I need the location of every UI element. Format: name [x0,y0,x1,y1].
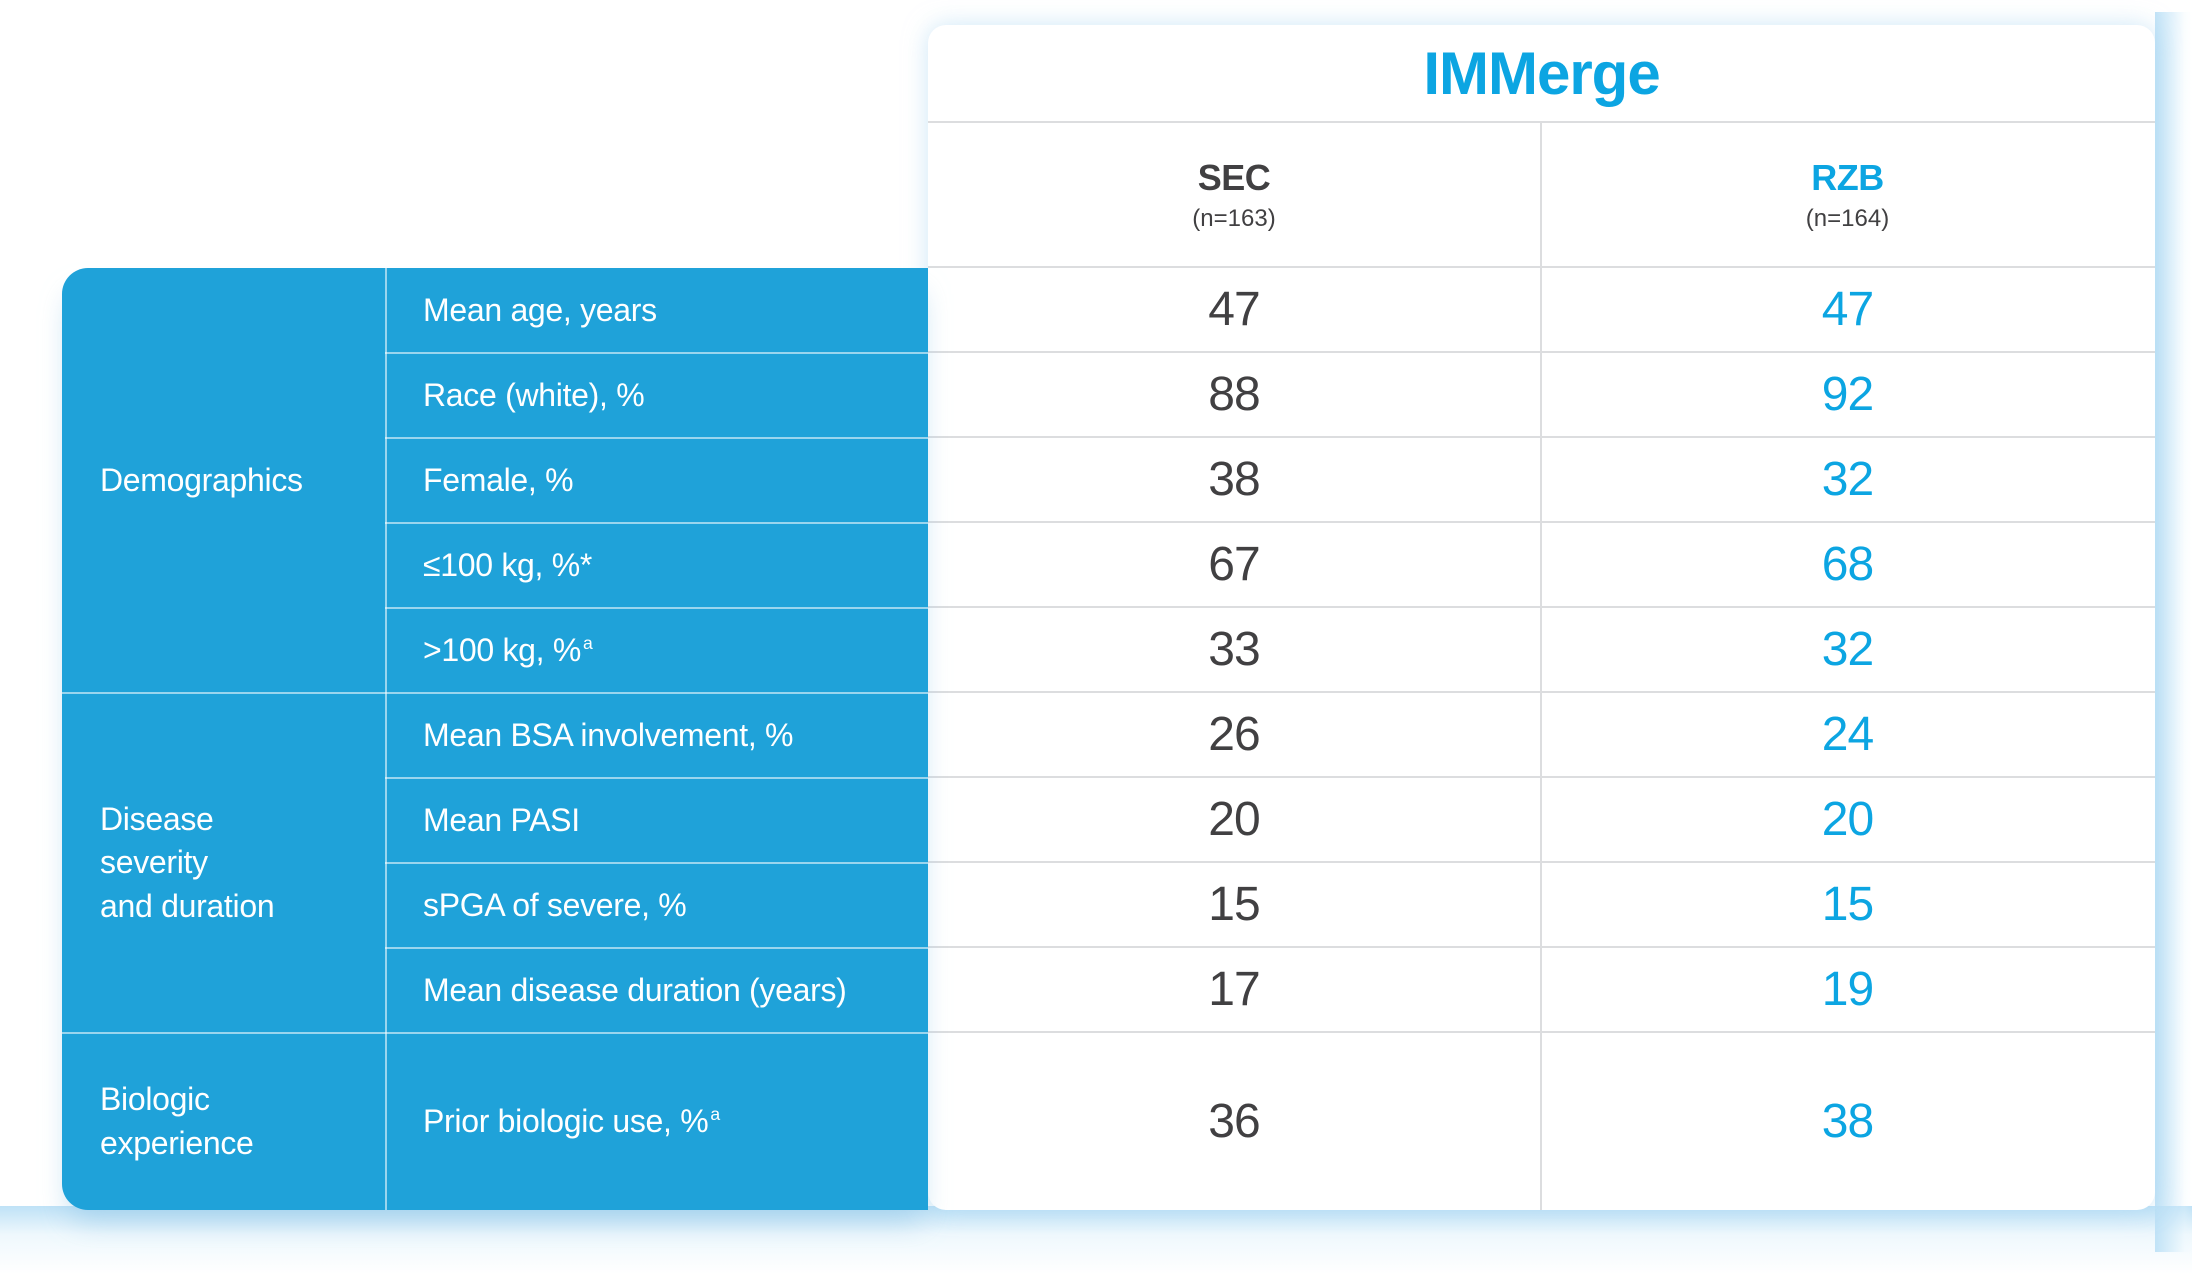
trial-title: IMMerge [928,25,2155,123]
category-label-line: Biologic [100,1081,210,1118]
categories-grid: Demographics Mean age, years Race (white),… [62,268,928,1210]
value-cell-rzb: 19 [1821,963,1874,1016]
category-label-line: severity [100,844,208,881]
category-label-line: and duration [100,887,275,924]
value-cell-sec: 15 [1208,878,1260,931]
value-cell-rzb: 15 [1821,878,1874,931]
category-label-line: Disease [100,801,214,838]
value-cell-sec: 38 [1208,453,1260,506]
value-cell-rzb: 20 [1821,793,1874,846]
row-label-text: sPGA of severe, % [423,887,687,923]
right-glow-gradient [2155,12,2192,1252]
value-cell-sec: 36 [1208,1095,1260,1148]
row-label-text: Mean age, years [423,292,657,328]
row-label: Prior biologic use, % a [423,1103,720,1139]
value-cell-sec: 47 [1208,283,1260,336]
category-label: Demographics [62,268,385,694]
value-cell-sec: 20 [1208,793,1260,846]
value-cell-sec: 33 [1208,623,1260,676]
row-label-text: >100 kg, % [423,632,582,668]
value-cell-rzb: 68 [1821,538,1874,591]
row-label-text: Mean BSA involvement, % [423,717,794,753]
value-cell-rzb: 32 [1821,623,1874,676]
value-cell-sec: 17 [1208,963,1260,1016]
column-label-sec: SEC [1197,156,1271,198]
value-cell-rzb: 32 [1821,453,1874,506]
column-n-rzb: (n=164) [1805,204,1890,232]
categories-panel: Demographics Mean age, years Race (white),… [62,268,928,1210]
category-label: Biologic experience [62,1033,385,1210]
value-cell-rzb: 92 [1821,368,1874,421]
column-divider-line [1540,123,1542,1210]
row-label-text: Race (white), % [423,377,645,413]
row-label-text: Mean PASI [423,802,580,838]
row-label: sPGA of severe, % [385,863,928,949]
row-label: Female, % [385,438,928,524]
value-cell-sec: 67 [1208,538,1260,591]
column-label-rzb: RZB [1811,156,1884,198]
category-label-line: experience [100,1124,254,1161]
bottom-glow-gradient [0,1206,2192,1274]
row-label: Mean BSA involvement, % [385,693,928,779]
row-label: ≤100 kg, %* [385,523,928,609]
trial-data-card: IMMerge SEC (n=163) RZB (n=164) 47 47 88 92… [928,25,2155,1210]
value-cell-sec: 88 [1208,368,1260,421]
column-header-rzb: RZB (n=164) [1540,123,2155,266]
row-label: Mean age, years [385,268,928,354]
value-cell-rzb: 38 [1821,1095,1874,1148]
column-header-sec: SEC (n=163) [928,123,1540,266]
category-divider-line [385,268,387,1210]
table-row: 36 38 [928,1033,2155,1210]
value-cell-sec: 26 [1208,708,1260,761]
row-label-text: ≤100 kg, %* [423,547,593,583]
row-label-text: Female, % [423,462,574,498]
row-label: Race (white), % [385,353,928,439]
row-label: >100 kg, % a [385,608,928,694]
row-label-text: Mean disease duration (years) [423,972,847,1008]
category-label: Disease severity and duration [62,693,385,1034]
row-label-text: Prior biologic use, % [423,1103,709,1139]
category-label-line: Demographics [100,461,303,498]
value-cell-rzb: 24 [1821,708,1874,761]
column-n-sec: (n=163) [1192,204,1276,232]
row-label: Mean PASI [385,778,928,864]
value-cell-rzb: 47 [1821,283,1874,336]
row-label: Mean disease duration (years) [385,948,928,1034]
